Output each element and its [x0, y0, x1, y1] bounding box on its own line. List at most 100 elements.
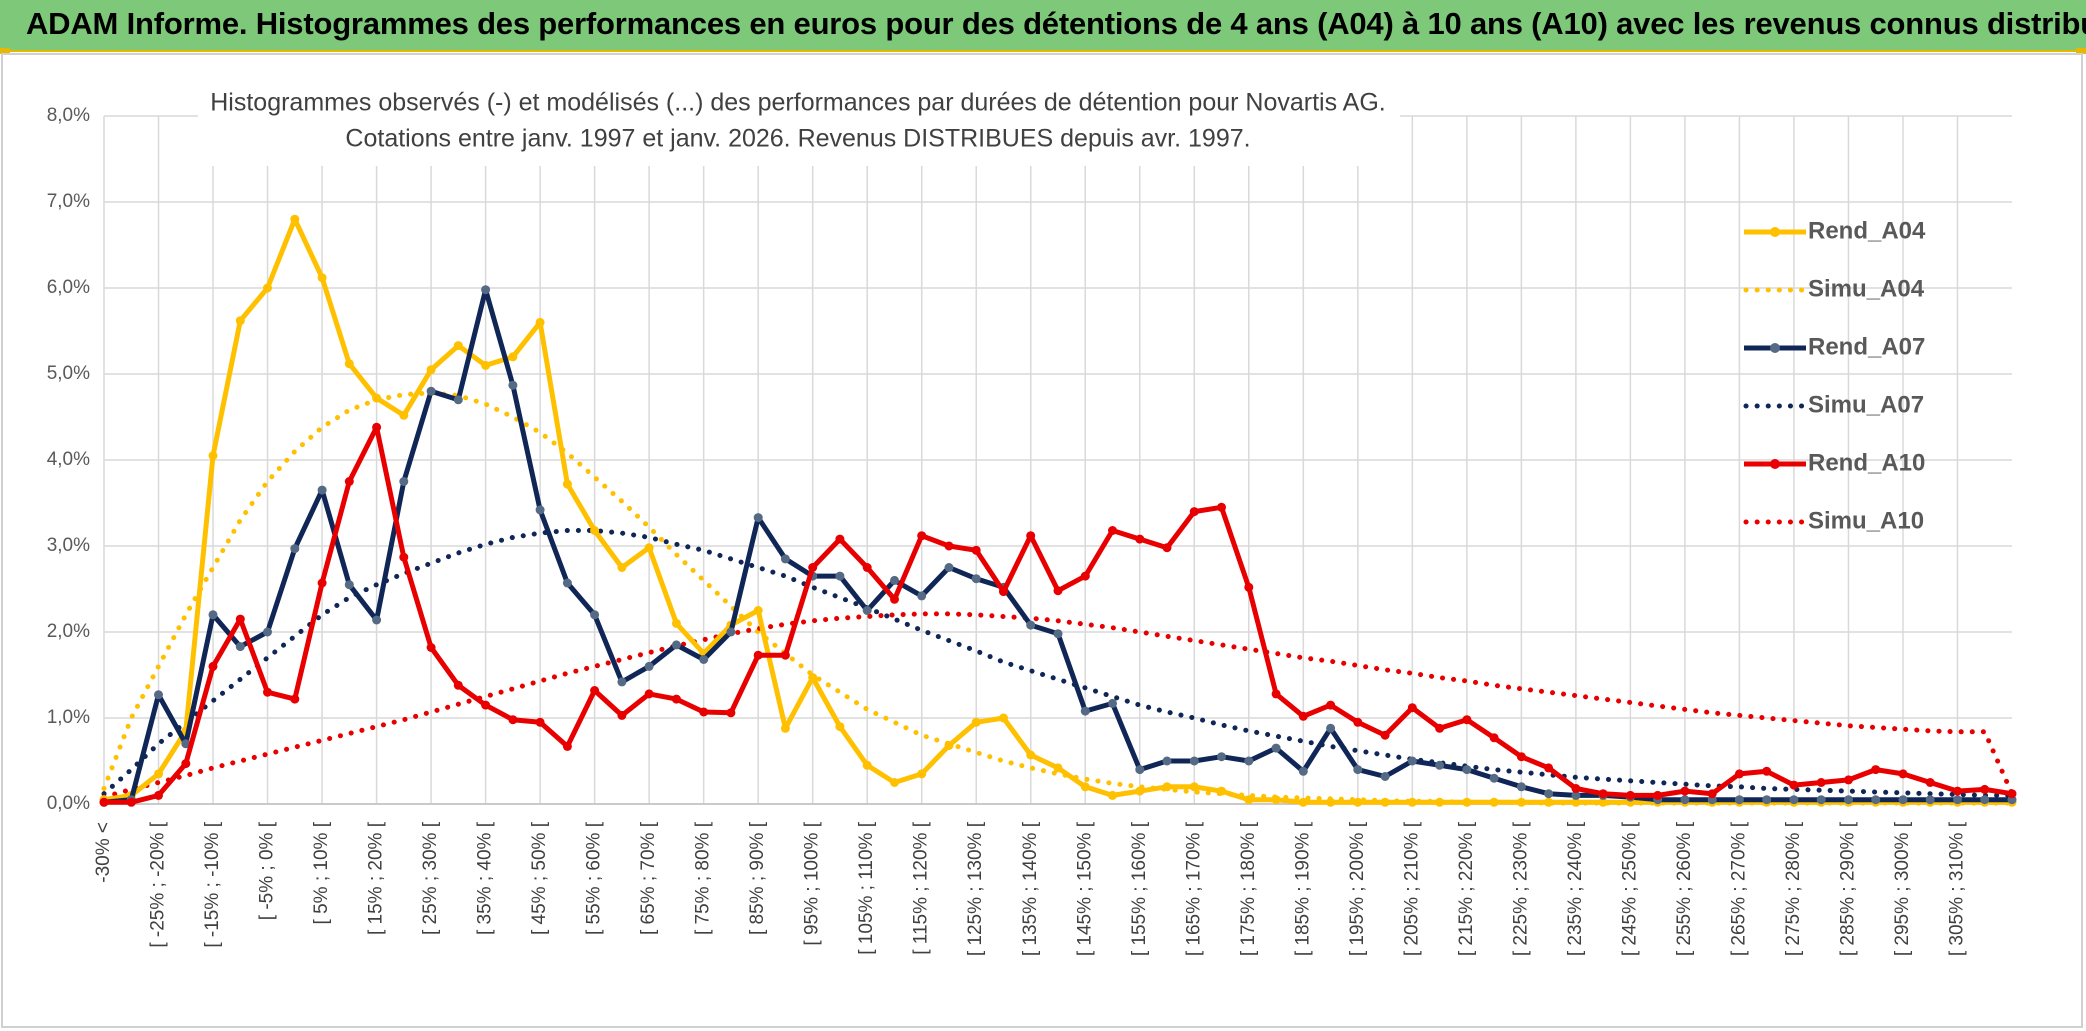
x-tick-label: [ 245% ; 250% [ [1619, 821, 1640, 956]
data-point [1217, 502, 1226, 512]
data-point [2007, 789, 2017, 799]
data-point [1544, 763, 1554, 773]
data-point [481, 360, 491, 370]
x-tick-label: [ 15% ; 20% [ [366, 821, 387, 935]
data-point [1407, 703, 1417, 713]
x-tick-label: [ 145% ; 150% [ [1074, 821, 1095, 956]
data-point [1489, 733, 1499, 743]
data-point [671, 694, 681, 704]
x-tick-label: [ 285% ; 290% [ [1837, 821, 1858, 956]
data-point [644, 689, 654, 699]
data-point [753, 513, 763, 523]
data-point [535, 317, 545, 327]
data-point [344, 359, 354, 369]
data-point [344, 580, 354, 590]
x-tick-label: [ 45% ; 50% [ [529, 821, 550, 935]
data-point [1680, 786, 1690, 796]
x-tick-label: [ 175% ; 180% [ [1238, 821, 1259, 956]
data-point [426, 365, 436, 375]
data-point [1871, 765, 1881, 775]
y-tick-label: 4,0% [47, 449, 90, 470]
data-point [1980, 795, 1990, 805]
data-point [1135, 786, 1145, 796]
x-tick-label: [ 85% ; 90% [ [747, 821, 768, 935]
x-tick-label: -30% < [93, 822, 114, 883]
x-tick-label: [ 5% ; 10% [ [311, 821, 332, 924]
x-tick-label: [ 185% ; 190% [ [1292, 821, 1313, 956]
data-point [862, 563, 872, 572]
data-point [1516, 752, 1526, 762]
x-tick-label: [ 275% ; 280% [ [1783, 821, 1804, 956]
legend-item-simu_a07: Simu_A07 [1743, 391, 1924, 418]
data-point [235, 316, 245, 326]
data-point [1871, 795, 1881, 805]
data-point [644, 661, 654, 671]
data-point [726, 708, 736, 718]
data-point [481, 700, 491, 710]
data-point [453, 395, 463, 405]
data-point [1026, 750, 1036, 760]
x-tick-label: [ 25% ; 30% [ [420, 821, 441, 935]
data-point [1053, 586, 1063, 596]
data-point [971, 545, 981, 555]
data-point [1326, 797, 1336, 807]
data-point [1734, 795, 1744, 805]
x-tick-label: [ 105% ; 110% [ [856, 821, 877, 954]
corner-mark-right [2076, 48, 2086, 54]
x-tick-label: [ 255% ; 260% [ [1674, 821, 1695, 956]
series-layer [99, 214, 2017, 807]
data-point [1189, 507, 1199, 517]
title-background [198, 78, 1400, 166]
legend-label: Simu_A10 [1808, 507, 1924, 534]
data-point [181, 739, 191, 749]
data-point [971, 574, 981, 584]
x-tick-label: [ -5% ; 0% [ [257, 821, 278, 920]
y-tick-label: 2,0% [47, 621, 90, 642]
data-point [726, 627, 736, 637]
x-tick-label: [ 225% ; 230% [ [1510, 821, 1531, 956]
data-point [1326, 700, 1336, 710]
data-point [399, 410, 409, 420]
data-point [1407, 797, 1417, 807]
data-point [1298, 711, 1308, 721]
data-point [399, 552, 409, 562]
data-point [181, 759, 191, 769]
data-point [917, 591, 927, 601]
data-point [481, 285, 491, 295]
data-point [1271, 795, 1281, 805]
data-point [862, 760, 872, 770]
data-point [1489, 773, 1499, 783]
data-point [1244, 582, 1254, 592]
legend-label: Rend_A04 [1808, 217, 1926, 244]
data-point [1108, 790, 1117, 800]
data-point [1544, 797, 1554, 807]
data-point [780, 554, 790, 564]
data-point [1353, 797, 1363, 807]
data-point [780, 723, 790, 733]
data-point [1489, 797, 1499, 807]
data-point [372, 393, 382, 403]
data-point [1217, 786, 1226, 796]
data-point [1380, 730, 1390, 740]
data-point [1053, 763, 1063, 773]
x-tick-label: [ -25% ; -20% [ [148, 821, 169, 947]
data-point [1080, 706, 1090, 716]
x-tick-label: [ 215% ; 220% [ [1456, 821, 1477, 956]
x-tick-label: [ 195% ; 200% [ [1347, 821, 1368, 956]
data-point [671, 640, 681, 650]
data-point [1080, 782, 1090, 792]
data-point [1380, 797, 1390, 807]
series-simu_a10 [101, 611, 2015, 800]
data-point [1816, 778, 1826, 787]
chart-frame [1, 53, 2083, 1028]
data-point [890, 575, 899, 585]
data-point [644, 543, 654, 553]
data-point [617, 710, 627, 720]
chart-title: Histogrammes observés (-) et modélisés (… [210, 89, 1386, 117]
data-point [1762, 795, 1772, 805]
legend-marker [1770, 227, 1780, 237]
data-point [1571, 784, 1581, 793]
data-point [1544, 789, 1554, 799]
x-tick-label: [ 165% ; 170% [ [1183, 821, 1204, 956]
x-tick-label: [ 55% ; 60% [ [584, 821, 605, 935]
